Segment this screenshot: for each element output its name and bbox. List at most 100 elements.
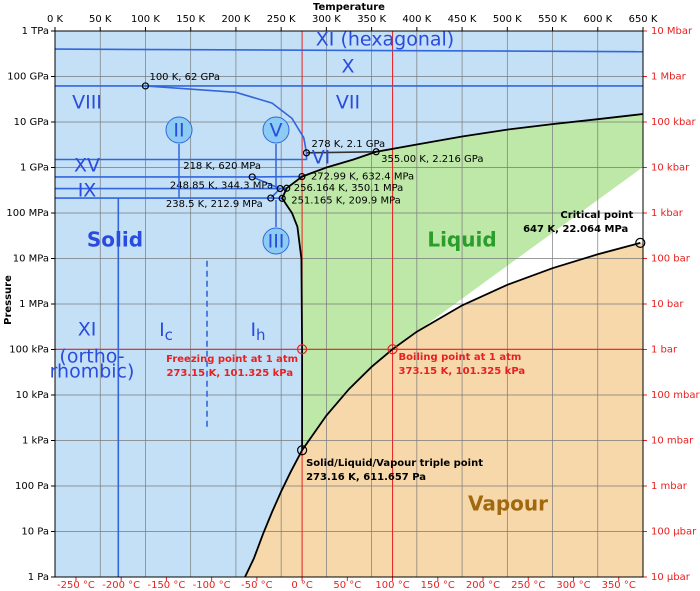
y-tick-label: 1 TPa xyxy=(22,26,49,37)
region-label: Ih xyxy=(250,319,265,344)
x2-tick-label: 250 °C xyxy=(511,580,545,591)
point-label: 647 K, 22.064 MPa xyxy=(523,224,628,235)
region-label: Vapour xyxy=(468,492,548,516)
x2-tick-label: 300 °C xyxy=(556,580,590,591)
x2-tick-label: -50 °C xyxy=(241,580,273,591)
region-label: rhombic) xyxy=(50,361,135,383)
point-label: 355.00 K, 2.216 GPa xyxy=(381,154,483,165)
y2-tick-label: 10 Mbar xyxy=(651,26,693,37)
x-tick-label: 600 K xyxy=(583,14,612,25)
region-label: Solid xyxy=(87,228,143,252)
point xyxy=(298,172,306,181)
y-tick-label: 1 MPa xyxy=(19,299,49,310)
point xyxy=(267,194,275,202)
region-label: III xyxy=(268,231,285,253)
point-label: 251.165 K, 209.9 MPa xyxy=(291,195,401,206)
region-label: Liquid xyxy=(427,228,496,252)
region-label: Ic xyxy=(159,319,173,344)
x-tick-label: 300 K xyxy=(312,14,341,25)
x2-tick-label: 350 °C xyxy=(602,580,636,591)
point xyxy=(302,149,311,157)
region-label: VI xyxy=(312,147,331,169)
region-label: (ortho- xyxy=(59,346,124,368)
point-label: 273.15 K, 101.325 kPa xyxy=(167,368,294,379)
point-label: 278 K, 2.1 GPa xyxy=(311,139,385,150)
y-tick-label: 1 Pa xyxy=(28,572,49,583)
x2-tick-label: -100 °C xyxy=(193,580,231,591)
y-tick-label: 100 kPa xyxy=(9,345,49,356)
y-tick-label: 10 kPa xyxy=(16,390,49,401)
chart-title: Temperature xyxy=(313,2,385,13)
x-tick-label: 150 K xyxy=(176,14,205,25)
y2-tick-label: 10 μbar xyxy=(651,572,691,583)
region-label: c xyxy=(165,326,173,344)
label-badge xyxy=(262,116,290,144)
x-tick-label: 50 K xyxy=(89,14,112,25)
point-label: 238.5 K, 212.9 MPa xyxy=(166,199,263,210)
point xyxy=(141,82,150,90)
y-axis-label: Pressure xyxy=(3,275,14,325)
point-label: 100 K, 62 GPa xyxy=(149,72,220,83)
x2-tick-label: -150 °C xyxy=(147,580,185,591)
y2-tick-label: 1 bar xyxy=(651,345,678,356)
point xyxy=(276,184,284,193)
point-label: 248.85 K, 344.3 MPa xyxy=(170,181,273,192)
y2-tick-label: 10 bar xyxy=(651,299,684,310)
point-label: 273.16 K, 611.657 Pa xyxy=(306,472,426,483)
y2-tick-label: 100 kbar xyxy=(651,117,697,128)
point-title: Boiling point at 1 atm xyxy=(399,352,522,363)
y2-tick-label: 100 mbar xyxy=(651,390,700,401)
y-tick-label: 10 GPa xyxy=(14,117,49,128)
point xyxy=(387,344,398,355)
y-tick-label: 100 Pa xyxy=(15,481,49,492)
y2-tick-label: 10 mbar xyxy=(651,436,694,447)
x2-tick-label: -200 °C xyxy=(102,580,140,591)
region-label: VIII xyxy=(72,92,102,114)
point xyxy=(283,184,291,192)
label-badge xyxy=(165,116,193,144)
label-badge xyxy=(262,227,290,255)
region-label: I xyxy=(159,319,165,341)
x2-tick-label: 0 °C xyxy=(291,580,313,591)
x2-tick-label: 200 °C xyxy=(466,580,500,591)
x2-tick-label: 150 °C xyxy=(421,580,455,591)
phase-boundary xyxy=(55,152,308,161)
y-tick-label: 100 GPa xyxy=(7,72,49,83)
y2-tick-label: 1 kbar xyxy=(651,208,684,219)
phase-boundary xyxy=(301,242,641,451)
phase-boundary xyxy=(251,176,282,199)
region-label: VII xyxy=(336,92,360,114)
phase-boundary xyxy=(145,85,308,153)
y-tick-label: 1 kPa xyxy=(22,436,49,447)
x-tick-label: 400 K xyxy=(402,14,431,25)
plot-frame xyxy=(54,30,644,578)
region-label: h xyxy=(256,326,266,344)
y2-tick-label: 10 kbar xyxy=(651,163,690,174)
region-label: I xyxy=(250,319,256,341)
region-label: V xyxy=(270,120,283,142)
phase-boundary xyxy=(281,113,644,451)
region-label: II xyxy=(173,120,184,142)
y2-tick-label: 100 μbar xyxy=(651,527,697,538)
region-label: XI (hexagonal) xyxy=(316,29,454,51)
phase-boundary xyxy=(244,449,303,578)
point xyxy=(372,148,380,156)
point-title: Freezing point at 1 atm xyxy=(166,354,298,365)
point-label: 256.164 K, 350.1 MPa xyxy=(294,183,404,194)
y2-tick-label: 1 mbar xyxy=(651,481,688,492)
point-title: Solid/Liquid/Vapour triple point xyxy=(306,458,483,469)
y-tick-label: 10 Pa xyxy=(21,527,49,538)
y-tick-label: 10 MPa xyxy=(13,254,49,265)
x-tick-label: 0 K xyxy=(47,14,64,25)
y2-tick-label: 100 bar xyxy=(651,254,691,265)
point-label: 373.15 K, 101.325 kPa xyxy=(399,366,526,377)
phase-boundary xyxy=(54,48,644,53)
region-label: XI xyxy=(78,319,97,341)
x-tick-label: 250 K xyxy=(267,14,296,25)
region-label: X xyxy=(341,56,354,78)
point xyxy=(278,194,286,202)
region-label: XV xyxy=(74,155,100,177)
point-title: Critical point xyxy=(560,210,633,221)
point-label: 272.99 K, 632.4 MPa xyxy=(311,172,414,183)
